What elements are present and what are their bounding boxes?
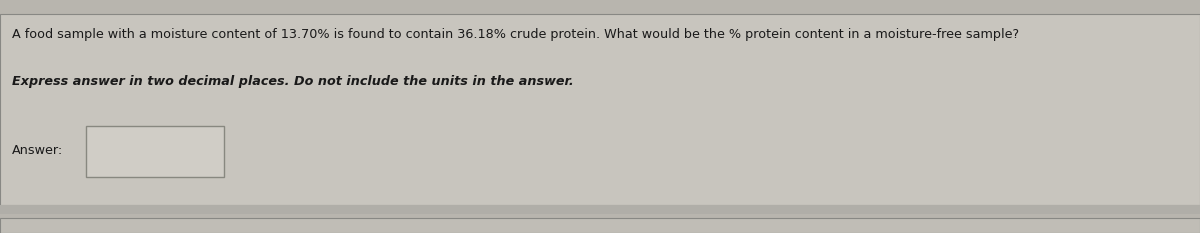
Bar: [0, 218, 1200, 233]
Text: Answer:: Answer:: [12, 144, 64, 158]
Bar: [86, 126, 224, 177]
Text: Express answer in two decimal places. Do not include the units in the answer.: Express answer in two decimal places. Do…: [12, 75, 574, 88]
Text: A food sample with a moisture content of 13.70% is found to contain 36.18% crude: A food sample with a moisture content of…: [12, 28, 1019, 41]
Bar: [0, 205, 1200, 214]
Bar: [0, 14, 1200, 205]
